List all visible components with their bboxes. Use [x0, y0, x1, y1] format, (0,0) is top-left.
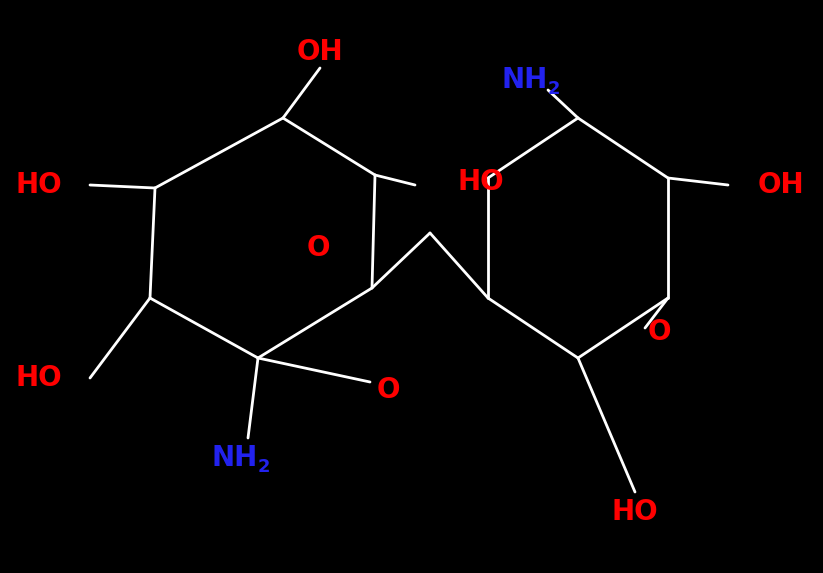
Text: NH: NH — [212, 444, 258, 472]
Text: O: O — [306, 234, 330, 262]
Text: 2: 2 — [548, 80, 560, 98]
Text: 2: 2 — [258, 458, 271, 476]
Text: HO: HO — [16, 364, 62, 392]
Text: O: O — [648, 318, 672, 346]
Text: O: O — [376, 376, 400, 404]
Text: HO: HO — [611, 498, 658, 526]
Text: OH: OH — [296, 38, 343, 66]
Text: HO: HO — [458, 168, 504, 196]
Text: OH: OH — [758, 171, 805, 199]
Text: HO: HO — [16, 171, 62, 199]
Text: NH: NH — [502, 66, 548, 94]
